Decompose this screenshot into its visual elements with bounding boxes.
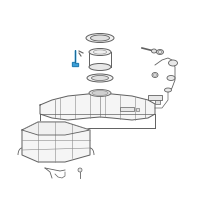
- Polygon shape: [40, 93, 155, 120]
- Ellipse shape: [78, 168, 82, 172]
- Ellipse shape: [92, 75, 108, 80]
- Ellipse shape: [90, 35, 110, 41]
- Ellipse shape: [152, 49, 156, 53]
- Ellipse shape: [86, 33, 114, 43]
- Bar: [148, 95, 162, 100]
- Ellipse shape: [152, 72, 158, 77]
- Polygon shape: [72, 50, 78, 66]
- Bar: [136, 108, 139, 111]
- Polygon shape: [22, 122, 90, 162]
- Ellipse shape: [89, 90, 111, 97]
- Ellipse shape: [156, 49, 164, 54]
- Ellipse shape: [92, 90, 108, 96]
- Ellipse shape: [167, 75, 175, 80]
- Polygon shape: [22, 122, 90, 135]
- Ellipse shape: [89, 48, 111, 55]
- Ellipse shape: [89, 64, 111, 71]
- Bar: [155, 100, 160, 104]
- Ellipse shape: [168, 60, 178, 66]
- Bar: [120, 107, 134, 111]
- Ellipse shape: [164, 88, 172, 92]
- Ellipse shape: [87, 74, 113, 82]
